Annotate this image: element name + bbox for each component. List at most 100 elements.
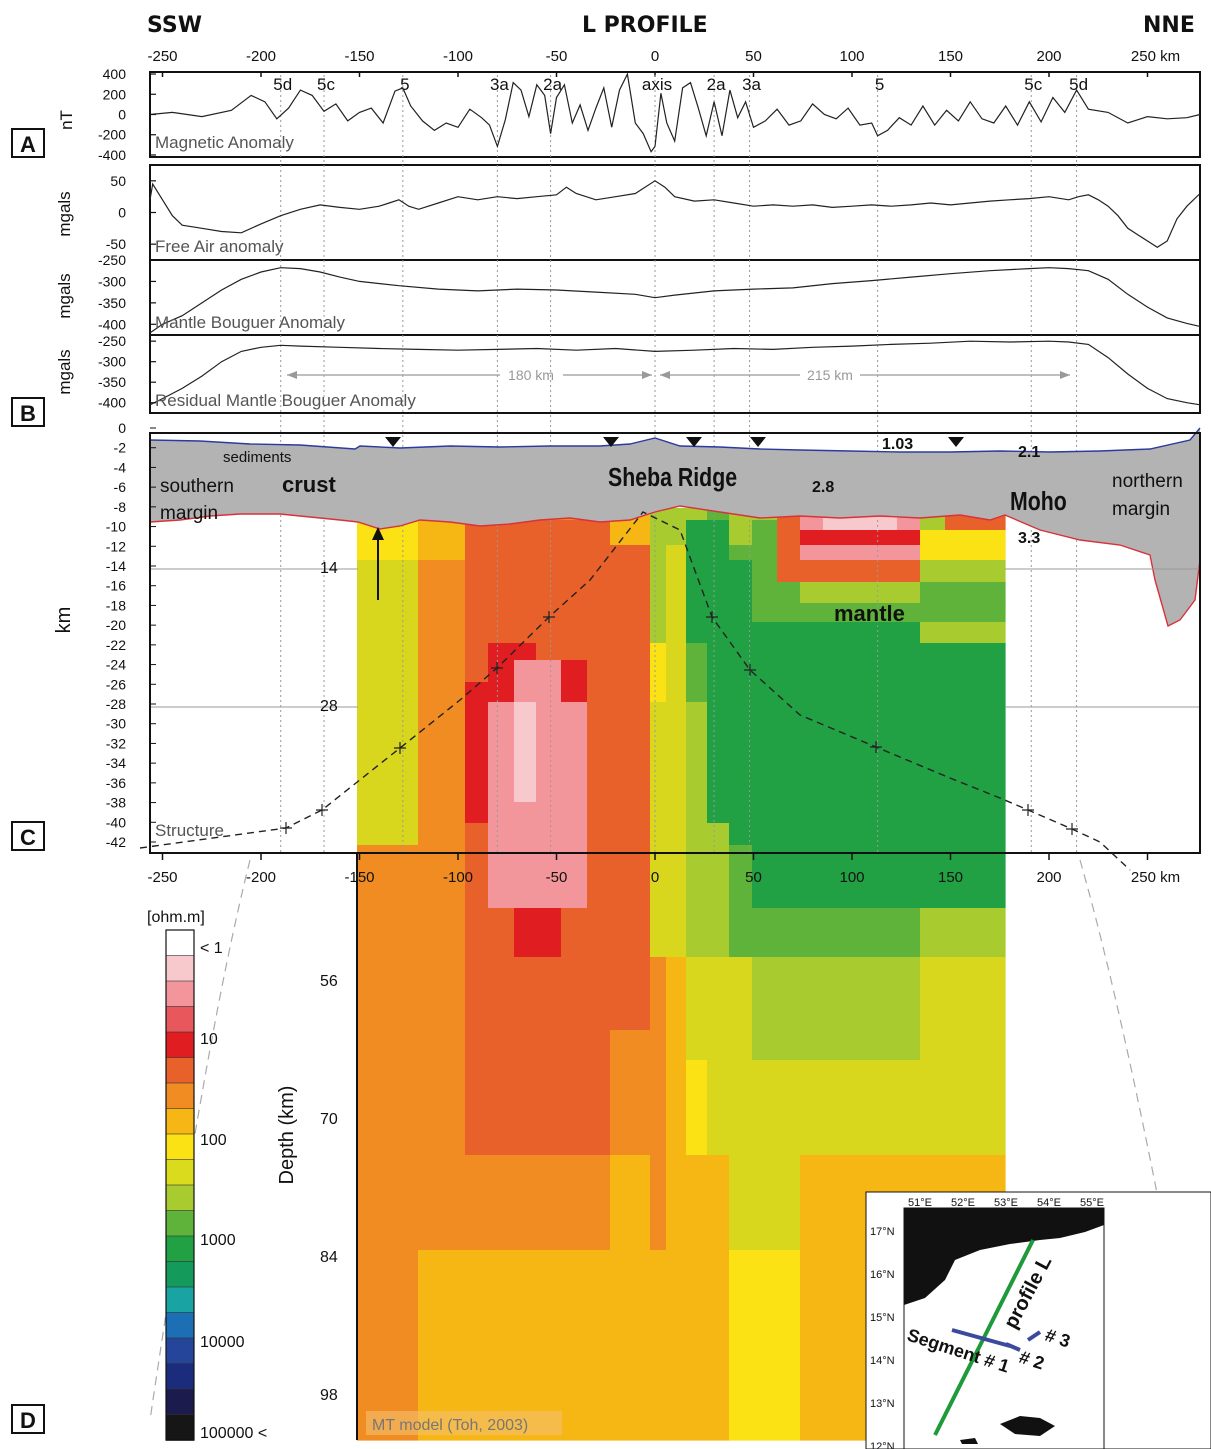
mt-cell	[976, 520, 1006, 531]
mt-cell	[561, 762, 588, 783]
mt-cell	[777, 1380, 801, 1441]
colorbar-swatch	[165, 1184, 195, 1212]
mt-cell	[777, 865, 801, 886]
mt-cell	[800, 762, 824, 783]
mt-cell	[707, 985, 730, 1006]
chron-label: 5c	[317, 75, 335, 94]
mt-cell	[945, 530, 977, 546]
mt-cell	[378, 957, 419, 986]
mt-cell	[666, 702, 687, 763]
mt-cell	[357, 782, 379, 803]
mt-cell	[536, 660, 562, 683]
mt-cell	[976, 1060, 1006, 1091]
mt-cell	[587, 823, 611, 846]
mt-cell	[870, 802, 898, 824]
structure-ytick-label: -28	[106, 696, 126, 712]
mt-cell	[897, 782, 921, 803]
mt-cell	[650, 957, 667, 986]
chron-label: axis	[642, 75, 672, 94]
bouguer-ylabel: mgals	[55, 273, 74, 318]
mt-cell	[561, 1005, 588, 1031]
mt-cell	[488, 908, 515, 933]
mt-cell	[514, 1090, 537, 1121]
mt-cell	[729, 622, 753, 644]
mt-cell	[976, 985, 1006, 1006]
colorbar-swatch	[165, 1210, 195, 1237]
mt-cell	[920, 545, 946, 561]
mt-cell	[752, 702, 778, 763]
mt-cell	[440, 560, 466, 583]
mt-cell	[976, 823, 1006, 846]
mt-cell	[920, 932, 946, 958]
panel-letter-d: D	[11, 1404, 45, 1434]
mt-cell	[488, 1340, 515, 1381]
inset-lat-label: 15°N	[870, 1312, 895, 1324]
freeair-panel-name: Free Air anomaly	[155, 237, 284, 256]
mt-cell	[777, 520, 801, 531]
mt-cell	[845, 643, 871, 661]
mt-cell	[610, 702, 651, 763]
mt-cell	[488, 603, 515, 623]
mt-cell	[561, 660, 588, 683]
mt-cell	[800, 660, 824, 683]
mt-cell	[870, 702, 898, 763]
mt-cell	[666, 885, 687, 909]
mt-cell	[920, 908, 946, 933]
mt-cell	[465, 1005, 489, 1031]
mt-cell	[561, 603, 588, 623]
mt-cell	[610, 1190, 651, 1251]
mt-cell	[920, 885, 946, 909]
mt-cell	[440, 782, 466, 803]
mt-cell	[707, 643, 730, 661]
mt-cell	[945, 865, 977, 886]
mt-cell	[945, 545, 977, 561]
mt-cell	[752, 1190, 778, 1251]
mt-cell	[440, 1030, 466, 1061]
mt-cell	[752, 865, 778, 886]
mt-cell	[729, 1005, 753, 1031]
mt-cell	[440, 823, 466, 846]
mt-cell	[378, 1340, 419, 1381]
mt-cell	[945, 520, 977, 531]
colorbar-label-100000: 100000 <	[200, 1425, 267, 1442]
top-tick-label: 100	[839, 48, 864, 65]
mt-cell	[561, 885, 588, 909]
mt-cell	[920, 865, 946, 886]
top-tick-label: -100	[443, 48, 473, 65]
mt-cell	[514, 1190, 537, 1251]
mt-cell	[378, 1030, 419, 1061]
mt-cell	[561, 865, 588, 886]
mt-cell	[440, 908, 466, 933]
mt-cell	[976, 908, 1006, 933]
mt-cell	[823, 802, 846, 824]
mt-cell	[514, 702, 537, 763]
mt-cell	[650, 802, 667, 824]
mt-cell	[976, 845, 1006, 866]
mt-cell	[536, 622, 562, 644]
mt-cell	[536, 865, 562, 886]
mt-cell	[536, 932, 562, 958]
mt-cell	[514, 845, 537, 866]
mt-cell	[610, 985, 651, 1006]
mt-cell	[378, 530, 419, 546]
mt-cell	[488, 762, 515, 783]
mt-cell	[800, 622, 824, 644]
mt-cell	[440, 845, 466, 866]
mt-cell	[514, 865, 537, 886]
mt-cell	[920, 660, 946, 683]
mt-cell	[514, 908, 537, 933]
mt-cell	[536, 702, 562, 763]
colorbar	[165, 929, 195, 1441]
residual-yticks: -250 -300 -350 -400	[98, 333, 156, 411]
y-tick-label: -350	[98, 295, 126, 311]
mt-cell	[686, 865, 708, 886]
mt-cell	[650, 865, 667, 886]
mt-cell	[440, 985, 466, 1006]
mt-cell	[650, 1005, 667, 1031]
mt-cell	[800, 643, 824, 661]
inset-lon-label: 53°E	[994, 1197, 1018, 1209]
mt-credit: MT model (Toh, 2003)	[372, 1417, 528, 1434]
mt-cell	[777, 702, 801, 763]
mt-cell	[707, 1190, 730, 1251]
colorbar-swatch	[165, 1388, 195, 1416]
